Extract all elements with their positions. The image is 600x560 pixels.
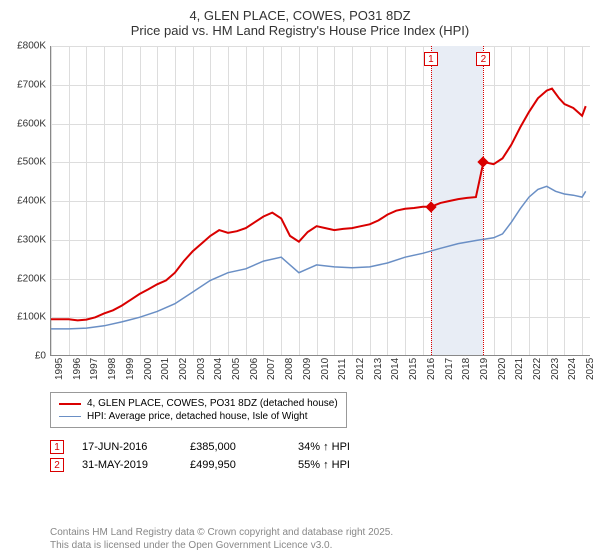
title-line-1: 4, GLEN PLACE, COWES, PO31 8DZ: [10, 8, 590, 23]
sale-price: £499,950: [190, 459, 280, 471]
y-tick-label: £100K: [17, 312, 46, 323]
x-tick-label: 2023: [550, 358, 561, 380]
y-tick-label: £400K: [17, 196, 46, 207]
footer-line-1: Contains HM Land Registry data © Crown c…: [50, 526, 393, 539]
x-tick-label: 2012: [355, 358, 366, 380]
y-tick-label: £200K: [17, 273, 46, 284]
x-tick-label: 2003: [196, 358, 207, 380]
x-tick-label: 1995: [54, 358, 65, 380]
legend-item: HPI: Average price, detached house, Isle…: [59, 410, 338, 423]
sales-table: 1 17-JUN-2016 £385,000 34% ↑ HPI 2 31-MAY-201…: [50, 438, 388, 474]
sale-row-marker: 2: [50, 458, 64, 472]
x-tick-label: 2010: [320, 358, 331, 380]
x-tick-label: 2024: [567, 358, 578, 380]
x-tick-label: 2006: [249, 358, 260, 380]
sale-marker-2: 2: [476, 52, 490, 66]
x-axis-labels: 1995 1996 1997 1998 1999 2000 2001 2002 2003 2004…: [50, 360, 590, 390]
x-tick-label: 2021: [514, 358, 525, 380]
x-tick-label: 2011: [337, 358, 348, 380]
y-tick-label: £600K: [17, 118, 46, 129]
y-axis-labels: £0£100K£200K£300K£400K£500K£600K£700K£80…: [10, 46, 48, 356]
series-hpi: [51, 186, 586, 329]
x-tick-label: 2022: [532, 358, 543, 380]
x-tick-label: 2002: [178, 358, 189, 380]
x-tick-label: 2000: [143, 358, 154, 380]
x-tick-label: 1996: [72, 358, 83, 380]
legend: 4, GLEN PLACE, COWES, PO31 8DZ (detached…: [50, 392, 347, 428]
x-tick-label: 2001: [160, 358, 171, 380]
x-tick-label: 2013: [373, 358, 384, 380]
x-tick-label: 2008: [284, 358, 295, 380]
sale-date: 17-JUN-2016: [82, 441, 172, 453]
x-tick-label: 1997: [89, 358, 100, 380]
sale-row-marker: 1: [50, 440, 64, 454]
x-tick-label: 2025: [585, 358, 596, 380]
x-tick-label: 1998: [107, 358, 118, 380]
footer-line-2: This data is licensed under the Open Gov…: [50, 539, 393, 552]
x-tick-label: 2016: [426, 358, 437, 380]
x-tick-label: 2019: [479, 358, 490, 380]
legend-label: 4, GLEN PLACE, COWES, PO31 8DZ (detached…: [87, 398, 338, 409]
footer: Contains HM Land Registry data © Crown c…: [50, 526, 393, 552]
sale-date: 31-MAY-2019: [82, 459, 172, 471]
title-line-2: Price paid vs. HM Land Registry's House …: [10, 23, 590, 38]
x-tick-label: 2005: [231, 358, 242, 380]
series-price_paid: [51, 89, 586, 321]
plot-region: 12: [50, 46, 590, 356]
sale-delta: 55% ↑ HPI: [298, 459, 388, 471]
y-tick-label: £800K: [17, 41, 46, 52]
y-tick-label: £500K: [17, 157, 46, 168]
y-tick-label: £0: [35, 351, 46, 362]
y-tick-label: £700K: [17, 79, 46, 90]
chart-area: £0£100K£200K£300K£400K£500K£600K£700K£80…: [10, 46, 590, 386]
x-tick-label: 2004: [213, 358, 224, 380]
legend-item: 4, GLEN PLACE, COWES, PO31 8DZ (detached…: [59, 397, 338, 410]
sale-marker-1: 1: [424, 52, 438, 66]
x-tick-label: 2014: [390, 358, 401, 380]
sale-delta: 34% ↑ HPI: [298, 441, 388, 453]
x-tick-label: 2020: [497, 358, 508, 380]
chart-svg: [51, 46, 590, 355]
y-tick-label: £300K: [17, 234, 46, 245]
sale-price: £385,000: [190, 441, 280, 453]
x-tick-label: 2007: [266, 358, 277, 380]
x-tick-label: 2015: [408, 358, 419, 380]
sale-row: 2 31-MAY-2019 £499,950 55% ↑ HPI: [50, 456, 388, 474]
legend-label: HPI: Average price, detached house, Isle…: [87, 411, 308, 422]
x-tick-label: 1999: [125, 358, 136, 380]
sale-row: 1 17-JUN-2016 £385,000 34% ↑ HPI: [50, 438, 388, 456]
x-tick-label: 2009: [302, 358, 313, 380]
x-tick-label: 2017: [444, 358, 455, 380]
x-tick-label: 2018: [461, 358, 472, 380]
